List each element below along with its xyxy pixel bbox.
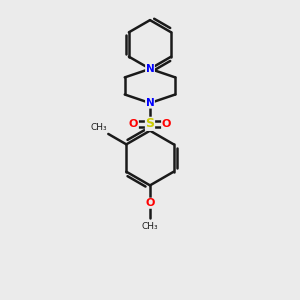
Text: O: O bbox=[145, 198, 155, 208]
Text: N: N bbox=[146, 64, 154, 74]
Text: CH₃: CH₃ bbox=[90, 124, 107, 133]
Text: N: N bbox=[146, 98, 154, 108]
Text: O: O bbox=[129, 119, 138, 129]
Text: O: O bbox=[162, 119, 171, 129]
Text: S: S bbox=[146, 117, 154, 130]
Text: CH₃: CH₃ bbox=[142, 222, 158, 231]
